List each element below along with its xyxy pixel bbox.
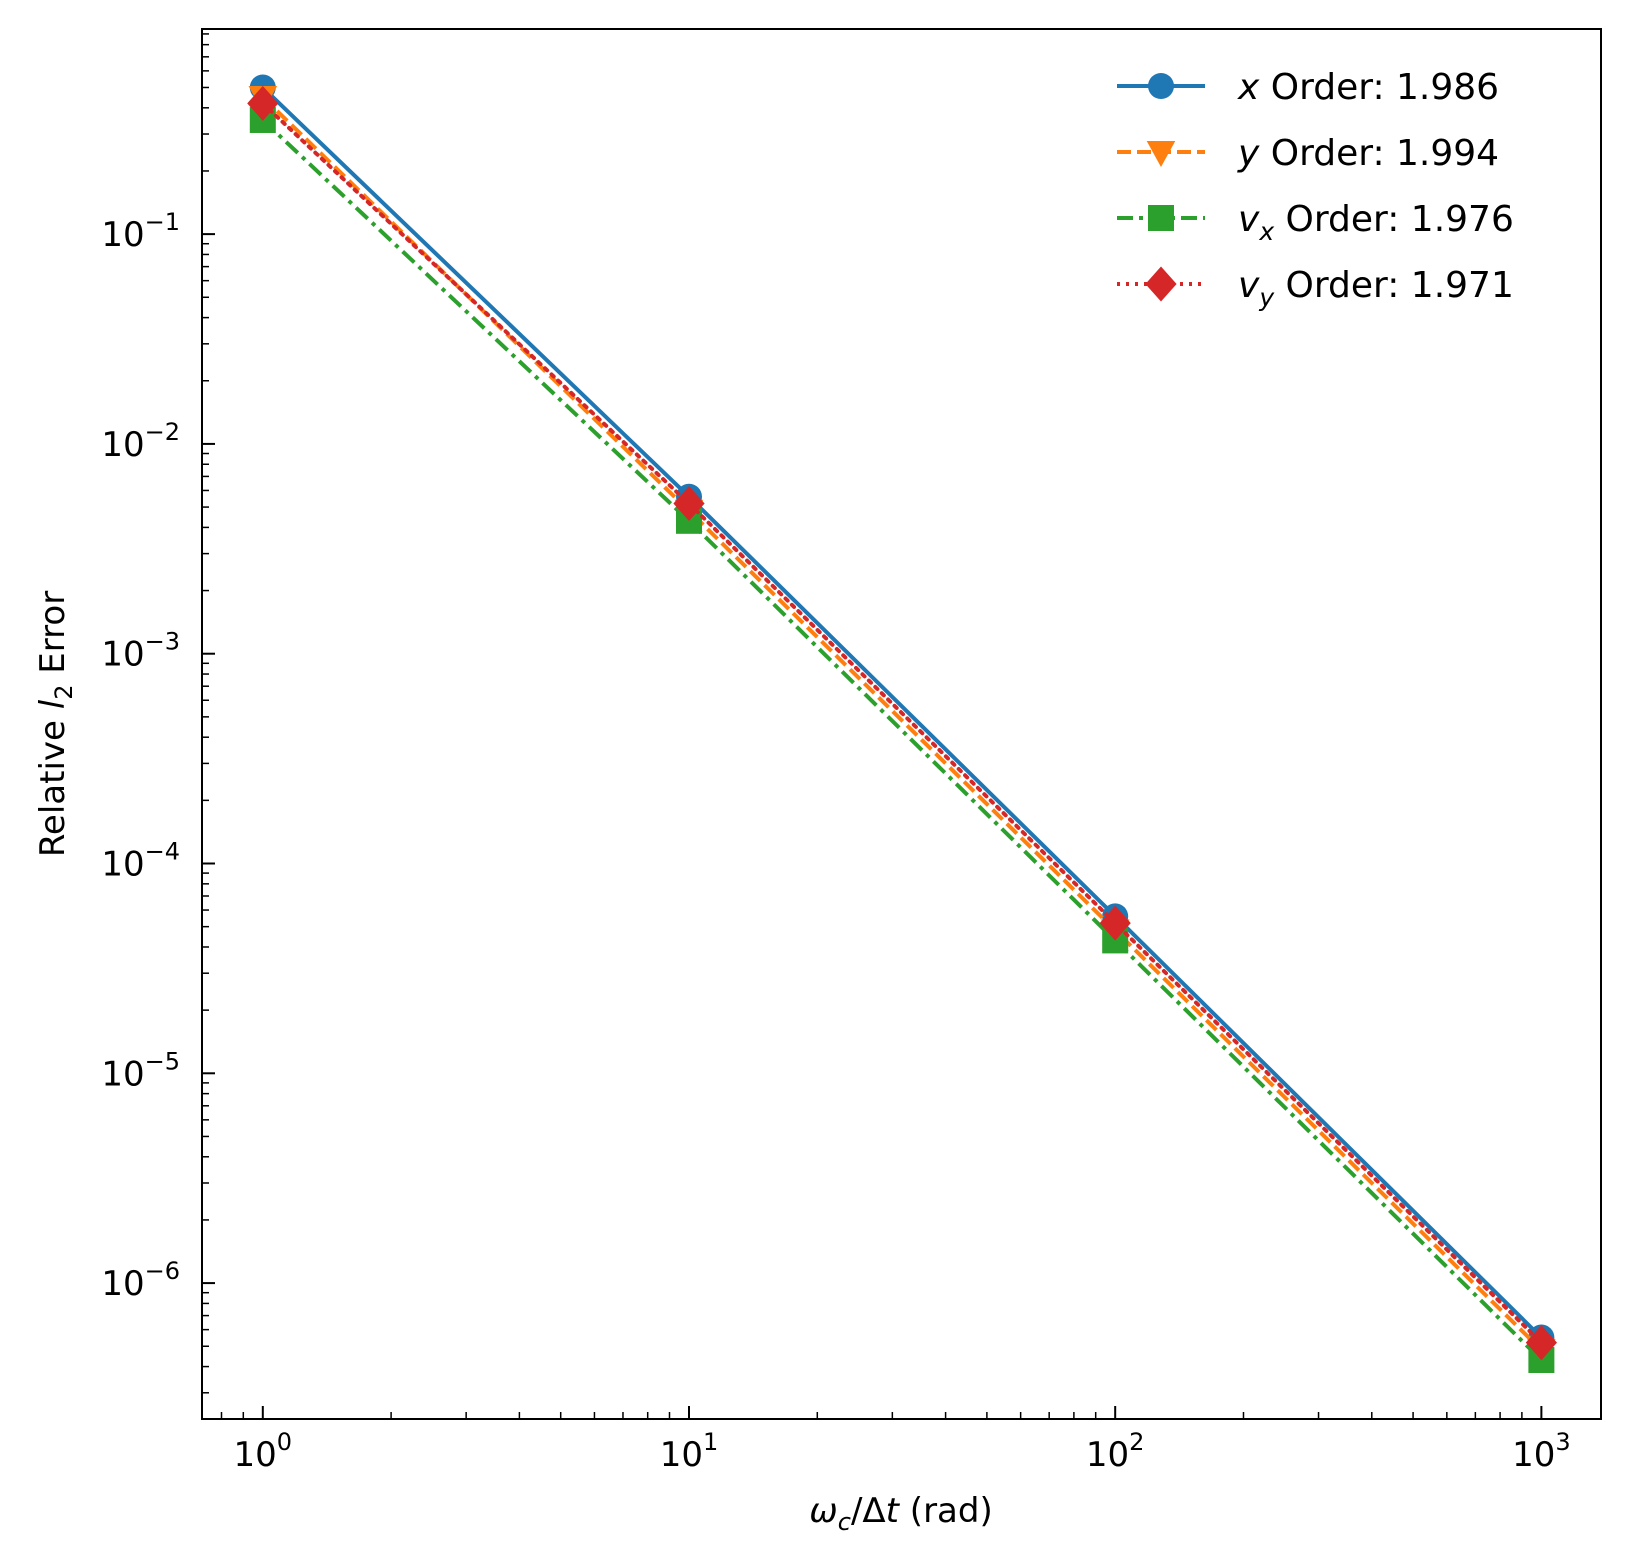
- x-axis-label-omega-sub: c: [838, 1508, 851, 1536]
- legend-label: y Order: 1.994: [1237, 133, 1499, 174]
- data-point-marker: [1525, 1325, 1557, 1361]
- legend-marker: [1148, 205, 1174, 231]
- legend-marker: [1148, 73, 1174, 99]
- y-tick-label: 10−1: [101, 208, 180, 255]
- legend-label: vx Order: 1.976: [1238, 199, 1514, 246]
- legend-label: vy Order: 1.971: [1238, 265, 1514, 312]
- y-tick-label: 10−5: [101, 1047, 180, 1094]
- y-tick-label: 10−3: [101, 628, 180, 675]
- data-point-marker: [673, 485, 705, 522]
- x-axis-label: ωc/Δt (rad): [809, 1491, 992, 1536]
- y-axis-label-suffix: Error: [33, 591, 73, 685]
- series-line: [261, 95, 1543, 1352]
- x-tick-label: 100: [234, 1428, 293, 1475]
- data-point-marker: [247, 85, 279, 121]
- legend-entry-3: vx Order: 1.976: [1117, 199, 1514, 246]
- y-axis-label-prefix: Relative: [33, 709, 73, 857]
- y-axis-label-l: l: [33, 699, 73, 709]
- x-axis-label-t: t: [886, 1491, 901, 1531]
- y-tick-label: 10−4: [101, 838, 180, 885]
- x-tick-label: 102: [1086, 1428, 1145, 1475]
- x-axis-ticks: 100 101 102 103: [220, 1406, 1571, 1475]
- series-line: [261, 86, 1543, 1339]
- x-axis-label-omega: ω: [809, 1491, 837, 1531]
- legend-entry-2: y Order: 1.994: [1117, 133, 1499, 174]
- legend-entry-4: vy Order: 1.971: [1117, 265, 1514, 312]
- series-line: [260, 101, 1544, 1345]
- legend-label: x Order: 1.986: [1237, 67, 1499, 108]
- y-axis-label: Relative l2 Error: [33, 591, 78, 857]
- y-axis-ticks: 10−6 10−5 10−4 10−3 10−2 10−1: [101, 33, 215, 1394]
- series-4: [247, 85, 1557, 1361]
- y-axis-label-l-sub: 2: [50, 685, 78, 700]
- data-point-marker: [1099, 905, 1131, 941]
- y-tick-label: 10−6: [101, 1257, 180, 1304]
- legend-marker: [1146, 140, 1176, 167]
- series-line: [261, 118, 1543, 1362]
- series-layer: [247, 74, 1557, 1373]
- legend: x Order: 1.986 y Order: 1.994 vx Order: 1.…: [1117, 67, 1514, 312]
- legend-marker: [1145, 266, 1177, 302]
- x-axis-label-unit: (rad): [899, 1491, 993, 1531]
- legend-entry-1: x Order: 1.986: [1117, 67, 1499, 108]
- x-tick-label: 101: [660, 1428, 719, 1475]
- y-tick-label: 10−2: [101, 418, 180, 465]
- x-tick-label: 103: [1512, 1428, 1571, 1475]
- x-axis-label-slash: /Δ: [851, 1491, 886, 1531]
- plot-frame: [201, 28, 1602, 1420]
